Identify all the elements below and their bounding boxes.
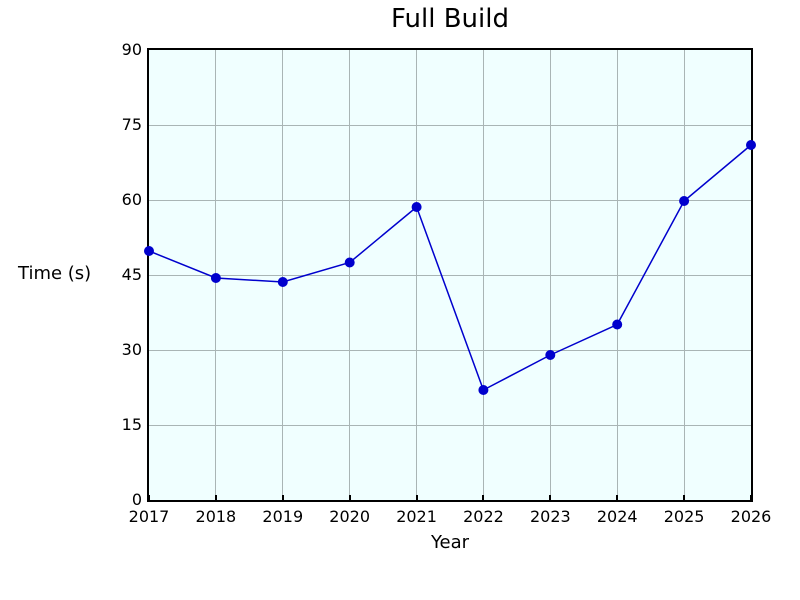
- y-tick-label: 45: [121, 265, 142, 284]
- gridline-vertical: [349, 50, 351, 500]
- gridline-vertical: [282, 50, 284, 500]
- x-tick-mark: [415, 495, 418, 500]
- x-tick-label: 2026: [730, 507, 772, 526]
- x-tick-mark: [281, 495, 284, 500]
- x-tick-mark: [214, 495, 217, 500]
- gridline-vertical: [549, 50, 551, 500]
- x-tick-label: 2017: [128, 507, 170, 526]
- data-point-marker: [746, 140, 756, 150]
- data-point-marker: [144, 246, 154, 256]
- data-line: [148, 144, 752, 392]
- data-point-marker: [679, 196, 690, 206]
- x-tick-mark: [482, 495, 485, 500]
- y-tick-label: 30: [121, 340, 142, 359]
- y-tick-label: 75: [121, 115, 142, 134]
- y-tick-label: 90: [121, 40, 142, 59]
- gridline-vertical: [416, 50, 418, 500]
- data-point-marker: [545, 350, 556, 360]
- y-tick-label: 0: [131, 490, 142, 509]
- gridline-vertical: [616, 50, 618, 500]
- gridline-horizontal: [149, 424, 751, 426]
- gridline-vertical: [683, 50, 685, 500]
- x-tick-mark: [148, 495, 150, 500]
- x-tick-label: 2018: [195, 507, 237, 526]
- data-point-marker: [612, 319, 623, 330]
- x-tick-label: 2022: [463, 507, 504, 526]
- x-tick-label: 2020: [329, 507, 371, 526]
- data-point-marker: [277, 277, 288, 287]
- x-axis-label: Year: [430, 532, 470, 553]
- x-tick-mark: [683, 495, 686, 500]
- y-tick-label: 60: [121, 190, 142, 209]
- x-tick-label: 2023: [529, 507, 571, 526]
- x-tick-label: 2025: [663, 507, 705, 526]
- data-point-marker: [411, 202, 422, 212]
- x-tick-mark: [549, 495, 552, 500]
- plot-area: [144, 48, 756, 502]
- grid-layer: [149, 50, 751, 500]
- gridline-horizontal: [149, 124, 751, 126]
- x-tick-label: 2024: [596, 507, 638, 526]
- chart-title: Full Build: [391, 4, 509, 34]
- y-tick-label: 15: [121, 415, 142, 434]
- x-tick-label: 2019: [262, 507, 304, 526]
- data-point-marker: [210, 273, 221, 283]
- tick-layer: [148, 50, 752, 500]
- gridline-vertical: [482, 50, 484, 500]
- data-point-marker: [344, 257, 355, 268]
- data-point-marker: [478, 385, 489, 395]
- x-tick-mark: [348, 495, 351, 500]
- gridline-horizontal: [149, 349, 751, 351]
- x-tick-mark: [750, 495, 752, 500]
- x-tick-label: 2021: [396, 507, 437, 526]
- gridline-horizontal: [149, 274, 751, 276]
- gridline-horizontal: [149, 199, 751, 201]
- y-axis-label: Time (s): [18, 263, 92, 284]
- data-line-series: [144, 140, 756, 395]
- x-tick-mark: [616, 495, 619, 500]
